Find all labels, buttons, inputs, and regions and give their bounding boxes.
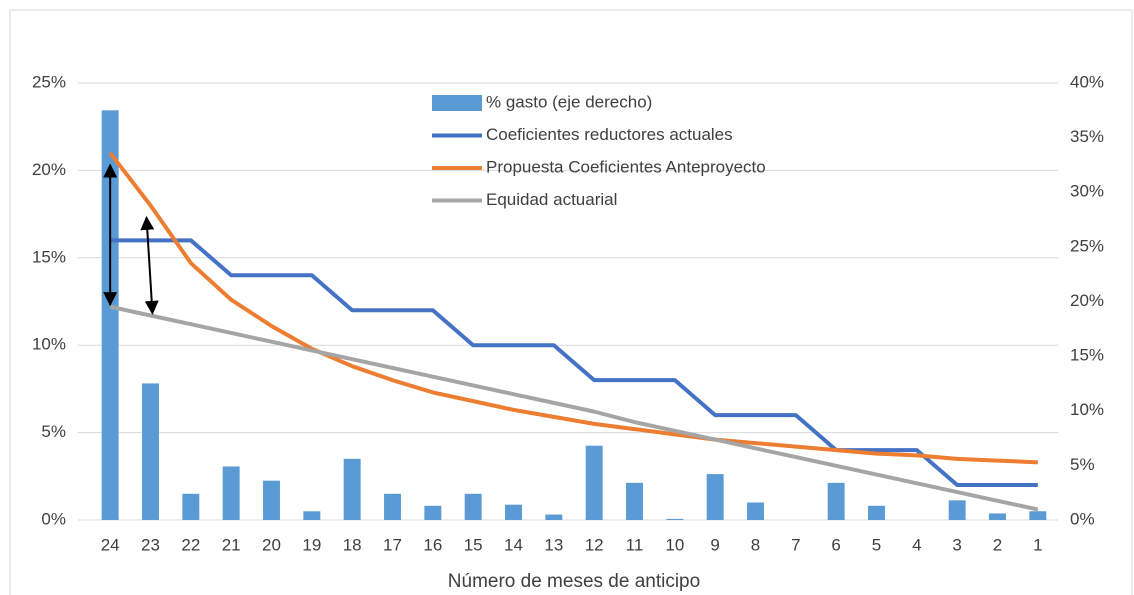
x-tick-label: 22 [181, 535, 200, 554]
y2-tick-label: 30% [1070, 182, 1104, 201]
bar [868, 505, 885, 520]
x-tick-label: 20 [262, 535, 281, 554]
x-tick-label: 9 [710, 535, 719, 554]
y-tick-label: 15% [32, 247, 66, 266]
bar [464, 493, 482, 520]
x-tick-label: 11 [626, 535, 644, 554]
x-tick-label: 23 [141, 535, 160, 554]
chart-frame [9, 9, 1133, 595]
x-tick-label: 2 [993, 535, 1002, 554]
x-tick-label: 15 [464, 535, 483, 554]
y-tick-label: 0% [41, 509, 66, 528]
x-tick-label: 7 [791, 535, 800, 554]
y-tick-label: 5% [41, 422, 66, 441]
y2-tick-label: 15% [1070, 346, 1104, 365]
y2-tick-label: 40% [1070, 72, 1104, 91]
x-tick-label: 18 [343, 535, 362, 554]
x-tick-label: 3 [952, 535, 961, 554]
y2-tick-label: 10% [1070, 400, 1104, 419]
bar [384, 493, 401, 520]
bar [666, 518, 684, 520]
legend-label: Equidad actuarial [486, 190, 617, 209]
legend-label: Coeficientes reductores actuales [486, 125, 733, 144]
y2-tick-label: 20% [1070, 291, 1104, 310]
bar [424, 505, 442, 520]
bar [142, 383, 159, 520]
bar [505, 504, 522, 520]
legend-label: Propuesta Coeficientes Anteproyecto [486, 157, 766, 176]
y2-tick-label: 5% [1070, 455, 1095, 474]
x-tick-label: 6 [831, 535, 840, 554]
bar [827, 482, 845, 520]
x-tick-label: 4 [912, 535, 921, 554]
y-tick-label: 20% [32, 160, 66, 179]
bar [948, 500, 966, 520]
bar [1029, 511, 1047, 520]
legend-swatch [432, 95, 482, 111]
bar [343, 458, 361, 520]
x-tick-label: 8 [751, 535, 760, 554]
x-tick-label: 16 [423, 535, 442, 554]
y-tick-label: 25% [32, 72, 66, 91]
x-axis-title: Número de meses de anticipo [448, 571, 700, 592]
bar [747, 502, 764, 520]
x-tick-label: 10 [665, 535, 684, 554]
bar [706, 474, 724, 520]
x-tick-label: 14 [504, 535, 523, 554]
bar [989, 513, 1006, 520]
line-series [110, 238, 1038, 488]
line-series [108, 151, 1038, 465]
x-tick-label: 17 [383, 535, 402, 554]
x-tick-label: 13 [544, 535, 563, 554]
x-tick-label: 19 [302, 535, 321, 554]
gap-arrow [140, 215, 159, 315]
x-tick-label: 1 [1033, 535, 1042, 554]
bar [263, 480, 280, 520]
bar [222, 466, 240, 520]
x-tick-label: 24 [101, 535, 120, 554]
x-tick-label: 5 [872, 535, 881, 554]
legend-label: % gasto (eje derecho) [486, 92, 652, 111]
y2-tick-label: 0% [1070, 509, 1095, 528]
bar [626, 482, 643, 520]
y2-tick-label: 35% [1070, 127, 1104, 146]
bar [585, 445, 603, 520]
y-tick-label: 10% [32, 335, 66, 354]
bar [182, 493, 200, 520]
x-tick-label: 12 [585, 535, 604, 554]
x-tick-label: 21 [222, 535, 241, 554]
bar [545, 514, 563, 520]
y2-tick-label: 25% [1070, 236, 1104, 255]
line-series [109, 304, 1039, 512]
bar [303, 511, 321, 520]
